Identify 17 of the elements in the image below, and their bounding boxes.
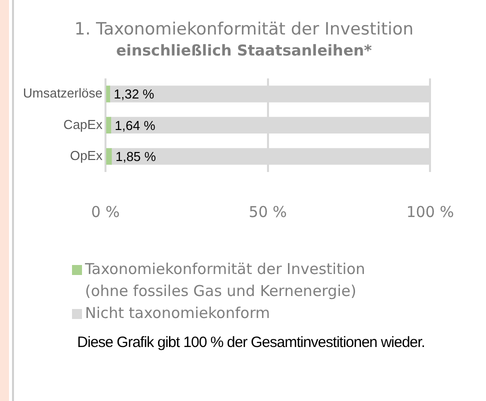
x-tick-label: 0 % bbox=[91, 202, 120, 221]
y-tick-label: CapEx bbox=[63, 116, 103, 132]
bar bbox=[106, 116, 112, 134]
y-tick-label: Umsatzerlöse bbox=[23, 86, 102, 101]
bar bbox=[106, 86, 110, 102]
chart-title: 1. Taxonomiekonformität der Investition bbox=[74, 20, 414, 40]
data-label: 1,64 % bbox=[114, 118, 156, 133]
legend-label: Taxonomiekonformität der Investition (ohne fossiles Gas und Kernenergie) bbox=[85, 259, 366, 302]
bar bbox=[106, 148, 112, 165]
data-label: 1,85 % bbox=[115, 148, 156, 164]
text: Diese Grafik gibt 100 % der Gesamtinvestitionen wieder. bbox=[76, 334, 426, 351]
y-tick-label: OpEx bbox=[70, 148, 103, 163]
x-tick-label: 50 % bbox=[248, 202, 287, 221]
chart-subtitle: einschließlich Staatsanleihen* bbox=[116, 41, 372, 60]
data-label: 1,32 % bbox=[114, 86, 155, 102]
legend-label: Nicht taxonomiekonform bbox=[85, 303, 270, 324]
x-tick-label: 100 % bbox=[406, 202, 454, 221]
